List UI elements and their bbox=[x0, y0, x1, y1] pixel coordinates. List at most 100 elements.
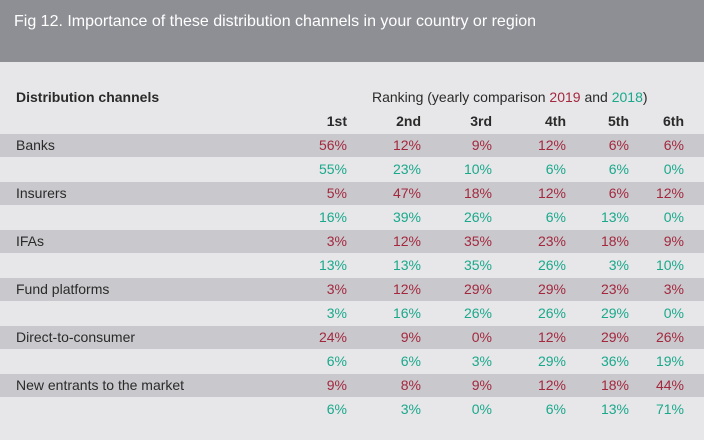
cell-value: 6% bbox=[608, 137, 629, 153]
cell-value: 6% bbox=[608, 185, 629, 201]
channel-label: Direct-to-consumer bbox=[16, 329, 136, 345]
cell-value: 18% bbox=[600, 233, 629, 249]
cell-value: 19% bbox=[655, 353, 684, 369]
cell-value: 9% bbox=[400, 329, 421, 345]
header-bar: Fig 12. Importance of these distribution… bbox=[0, 0, 704, 62]
cell-value: 6% bbox=[326, 401, 347, 417]
cell-value: 16% bbox=[392, 305, 421, 321]
cell-value: 47% bbox=[392, 185, 421, 201]
cell-value: 13% bbox=[392, 257, 421, 273]
column-header: 5th bbox=[608, 113, 629, 129]
row-band bbox=[0, 134, 704, 157]
cell-value: 8% bbox=[400, 377, 421, 393]
channel-label: Fund platforms bbox=[16, 281, 110, 297]
channel-label: Banks bbox=[16, 137, 55, 153]
cell-value: 26% bbox=[537, 257, 566, 273]
label-header: Distribution channels bbox=[16, 89, 160, 105]
cell-value: 13% bbox=[600, 209, 629, 225]
channel-label: Insurers bbox=[16, 185, 67, 201]
cell-value: 29% bbox=[537, 281, 566, 297]
cell-value: 3% bbox=[471, 353, 492, 369]
cell-value: 0% bbox=[471, 401, 492, 417]
cell-value: 26% bbox=[463, 209, 492, 225]
cell-value: 6% bbox=[608, 161, 629, 177]
cell-value: 3% bbox=[326, 233, 347, 249]
cell-value: 23% bbox=[537, 233, 566, 249]
column-header: 4th bbox=[545, 113, 566, 129]
cell-value: 6% bbox=[400, 353, 421, 369]
row-band bbox=[0, 374, 704, 397]
cell-value: 10% bbox=[655, 257, 684, 273]
cell-value: 29% bbox=[537, 353, 566, 369]
channel-label: IFAs bbox=[16, 233, 45, 249]
cell-value: 16% bbox=[318, 209, 347, 225]
cell-value: 35% bbox=[463, 233, 492, 249]
ranking-header: Ranking (yearly comparison 2019 and 2018… bbox=[372, 85, 648, 109]
cell-value: 3% bbox=[326, 281, 347, 297]
cell-value: 6% bbox=[545, 161, 566, 177]
cell-value: 6% bbox=[545, 401, 566, 417]
cell-value: 12% bbox=[392, 233, 421, 249]
cell-value: 9% bbox=[471, 137, 492, 153]
row-band bbox=[0, 182, 704, 205]
cell-value: 3% bbox=[326, 305, 347, 321]
column-header: 1st bbox=[326, 113, 347, 129]
cell-value: 18% bbox=[600, 377, 629, 393]
year-a: 2019 bbox=[549, 89, 581, 105]
ranking-joiner: and bbox=[584, 89, 608, 105]
cell-value: 36% bbox=[600, 353, 629, 369]
column-header: 3rd bbox=[470, 113, 492, 129]
row-band bbox=[0, 230, 704, 253]
cell-value: 12% bbox=[392, 137, 421, 153]
year-b: 2018 bbox=[611, 89, 643, 105]
cell-value: 3% bbox=[663, 281, 684, 297]
cell-value: 12% bbox=[537, 185, 566, 201]
cell-value: 12% bbox=[537, 377, 566, 393]
cell-value: 26% bbox=[463, 305, 492, 321]
cell-value: 55% bbox=[318, 161, 347, 177]
cell-value: 12% bbox=[392, 281, 421, 297]
cell-value: 6% bbox=[326, 353, 347, 369]
cell-value: 71% bbox=[655, 401, 684, 417]
cell-value: 39% bbox=[392, 209, 421, 225]
cell-value: 0% bbox=[471, 329, 492, 345]
cell-value: 44% bbox=[655, 377, 684, 393]
cell-value: 26% bbox=[537, 305, 566, 321]
cell-value: 6% bbox=[663, 137, 684, 153]
cell-value: 29% bbox=[463, 281, 492, 297]
cell-value: 26% bbox=[655, 329, 684, 345]
cell-value: 0% bbox=[663, 305, 684, 321]
cell-value: 24% bbox=[318, 329, 347, 345]
ranking-text: Ranking (yearly comparison bbox=[372, 89, 546, 105]
cell-value: 10% bbox=[463, 161, 492, 177]
cell-value: 0% bbox=[663, 209, 684, 225]
cell-value: 0% bbox=[663, 161, 684, 177]
cell-value: 5% bbox=[326, 185, 347, 201]
channel-label: New entrants to the market bbox=[16, 377, 185, 393]
cell-value: 23% bbox=[600, 281, 629, 297]
ranking-suffix: ) bbox=[642, 89, 648, 105]
cell-value: 6% bbox=[545, 209, 566, 225]
cell-value: 29% bbox=[600, 305, 629, 321]
cell-value: 3% bbox=[608, 257, 629, 273]
header-title: Fig 12. Importance of these distribution… bbox=[14, 13, 537, 30]
cell-value: 12% bbox=[537, 137, 566, 153]
cell-value: 56% bbox=[318, 137, 347, 153]
row-band bbox=[0, 326, 704, 349]
column-header: 6th bbox=[663, 113, 684, 129]
cell-value: 13% bbox=[318, 257, 347, 273]
cell-value: 9% bbox=[326, 377, 347, 393]
cell-value: 18% bbox=[463, 185, 492, 201]
cell-value: 9% bbox=[663, 233, 684, 249]
cell-value: 12% bbox=[537, 329, 566, 345]
row-band bbox=[0, 278, 704, 301]
cell-value: 29% bbox=[600, 329, 629, 345]
cell-value: 23% bbox=[392, 161, 421, 177]
cell-value: 13% bbox=[600, 401, 629, 417]
cell-value: 35% bbox=[463, 257, 492, 273]
column-header: 2nd bbox=[396, 113, 421, 129]
cell-value: 9% bbox=[471, 377, 492, 393]
cell-value: 12% bbox=[655, 185, 684, 201]
cell-value: 3% bbox=[400, 401, 421, 417]
